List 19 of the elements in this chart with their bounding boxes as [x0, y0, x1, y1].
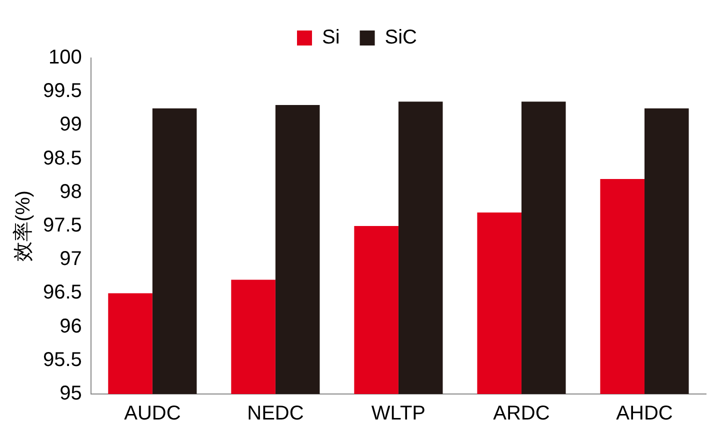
y-tick-label: 100: [48, 46, 82, 69]
y-axis-title: 效率(%): [12, 190, 35, 262]
x-tick-label: ARDC: [493, 402, 550, 425]
legend-label: SiC: [384, 26, 418, 49]
x-tick-label: AUDC: [124, 402, 181, 425]
x-tick-label: WLTP: [371, 402, 426, 425]
y-tick-label: 99.5: [42, 80, 82, 102]
y-tick-label: 97.5: [42, 214, 82, 237]
y-tick-label: 97: [60, 248, 82, 270]
x-tick-label: NEDC: [247, 402, 304, 425]
x-tick-label: AHDC: [616, 402, 673, 425]
y-tick-label: 98: [60, 180, 82, 203]
y-tick-label: 96: [60, 315, 82, 338]
y-tick-label: 98.5: [42, 147, 82, 170]
y-tick-label: 99: [60, 114, 82, 136]
legend-label: Si: [322, 26, 340, 49]
y-tick-label: 95: [60, 382, 82, 405]
y-tick-label: 96.5: [42, 282, 82, 304]
y-tick-label: 95.5: [42, 348, 82, 371]
